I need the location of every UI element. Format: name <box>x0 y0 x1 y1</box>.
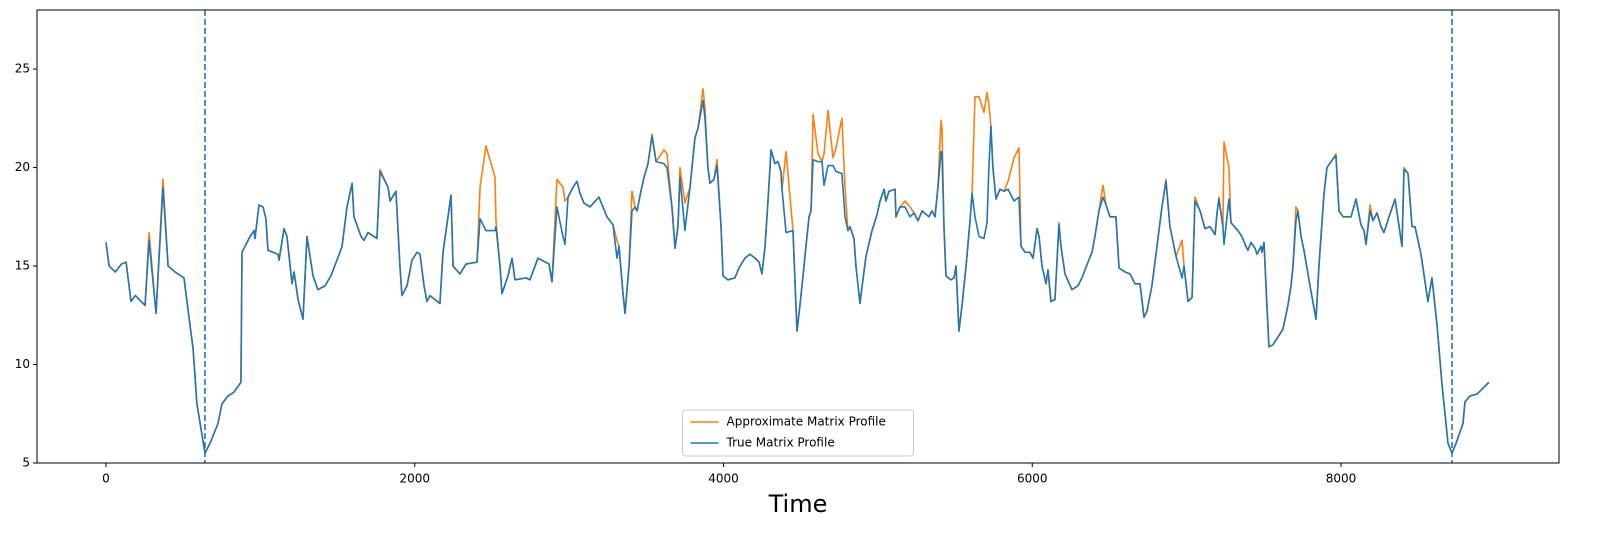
plot-frame <box>36 9 1560 464</box>
legend-label: True Matrix Profile <box>726 436 835 450</box>
legend: Approximate Matrix Profile True Matrix Pr… <box>682 409 914 457</box>
x-axis-label: Time <box>768 490 828 518</box>
x-tick-label: 4000 <box>708 472 739 486</box>
x-tick-label: 0 <box>102 472 110 486</box>
y-tick-label: 25 <box>15 62 30 76</box>
y-tick-label: 15 <box>15 259 30 273</box>
legend-box <box>682 409 914 457</box>
x-tick-label: 6000 <box>1017 472 1048 486</box>
data-line <box>105 87 1490 454</box>
x-tick-label: 8000 <box>1326 472 1357 486</box>
y-tick-label: 20 <box>15 160 30 174</box>
x-tick-label: 2000 <box>399 472 430 486</box>
y-tick-label: 10 <box>15 357 30 371</box>
data-line <box>105 99 1490 454</box>
y-tick-label: 5 <box>22 456 30 470</box>
legend-label: Approximate Matrix Profile <box>727 415 886 429</box>
